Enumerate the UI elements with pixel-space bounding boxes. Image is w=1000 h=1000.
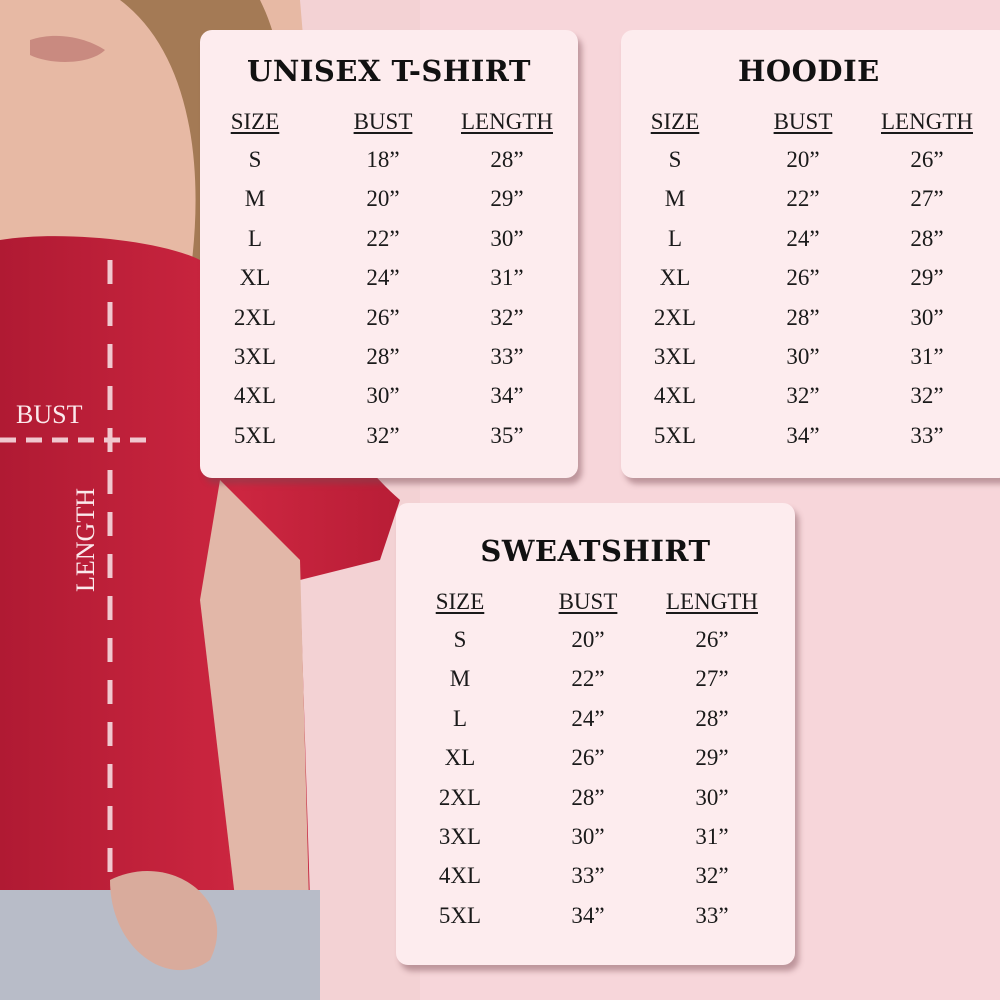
bust-cell: 34”: [786, 422, 820, 448]
column-header: LENGTH: [881, 109, 973, 134]
size-cell: 5XL: [653, 422, 697, 448]
size-cell: 3XL: [653, 344, 697, 369]
size-cell: 4XL: [438, 863, 482, 889]
length-cell: 32”: [490, 304, 524, 330]
length-cell: 33”: [695, 902, 729, 928]
chart-title: UNISEX T-SHIRT: [247, 54, 531, 88]
length-cell: 26”: [910, 147, 944, 172]
bust-cell: 26”: [571, 745, 605, 771]
length-cell: 30”: [695, 784, 729, 810]
size-cell: S: [668, 147, 682, 172]
length-cell: 27”: [910, 186, 944, 212]
size-cell: L: [667, 225, 683, 251]
length-cell: 29”: [490, 186, 524, 212]
column-header: SIZE: [230, 109, 280, 134]
size-cell: S: [453, 627, 467, 652]
size-cell: 2XL: [653, 304, 697, 330]
bust-cell: 18”: [366, 147, 400, 172]
length-cell: 34”: [490, 383, 524, 409]
size-cell: 4XL: [653, 383, 697, 409]
length-cell: 29”: [910, 265, 944, 291]
bust-cell: 28”: [786, 304, 820, 330]
size-cell: M: [244, 186, 266, 212]
bust-cell: 30”: [786, 344, 820, 369]
bust-cell: 24”: [571, 705, 605, 731]
column-header: BUST: [558, 589, 618, 614]
length-cell: 35”: [490, 422, 524, 448]
length-cell: 32”: [910, 383, 944, 409]
bust-cell: 30”: [571, 824, 605, 849]
length-cell: 29”: [695, 745, 729, 771]
length-cell: 32”: [695, 863, 729, 889]
column-header: BUST: [353, 109, 413, 134]
length-cell: 28”: [695, 705, 729, 731]
bust-cell: 22”: [366, 225, 400, 251]
size-cell: S: [248, 147, 262, 172]
size-cell: 3XL: [438, 824, 482, 849]
size-cell: 5XL: [438, 902, 482, 928]
bust-cell: 30”: [366, 383, 400, 409]
bust-cell: 32”: [786, 383, 820, 409]
length-cell: 31”: [490, 265, 524, 291]
bust-cell: 22”: [786, 186, 820, 212]
column-header: SIZE: [650, 109, 700, 134]
bust-cell: 28”: [366, 344, 400, 369]
size-cell: M: [449, 666, 471, 692]
size-cell: 4XL: [233, 383, 277, 409]
length-cell: 26”: [695, 627, 729, 652]
size-cell: L: [247, 225, 263, 251]
size-cell: 2XL: [438, 784, 482, 810]
size-cell: XL: [444, 745, 476, 771]
bust-cell: 26”: [786, 265, 820, 291]
tshirt-size-chart: UNISEX T-SHIRT SIZE BUST LENGTH S 18” 28” M 20” 2…: [200, 30, 578, 478]
length-cell: 28”: [490, 147, 524, 172]
length-label: LENGTH: [71, 488, 100, 592]
size-cell: XL: [659, 265, 691, 291]
bust-label: BUST: [16, 400, 83, 429]
bust-cell: 24”: [786, 225, 820, 251]
length-cell: 33”: [910, 422, 944, 448]
column-header: SIZE: [435, 589, 485, 614]
length-cell: 33”: [490, 344, 524, 369]
length-cell: 31”: [695, 824, 729, 849]
hoodie-size-chart: HOODIE SIZE BUST LENGTH S 20” 26” M 22” 27” L 24” 28…: [621, 30, 1000, 478]
bust-cell: 34”: [571, 902, 605, 928]
size-cell: 5XL: [233, 422, 277, 448]
bust-cell: 20”: [571, 627, 605, 652]
size-cell: M: [664, 186, 686, 212]
column-header: LENGTH: [666, 589, 758, 614]
bust-cell: 24”: [366, 265, 400, 291]
size-cell: 3XL: [233, 344, 277, 369]
bust-cell: 28”: [571, 784, 605, 810]
column-header: LENGTH: [461, 109, 553, 134]
bust-cell: 20”: [366, 186, 400, 212]
length-cell: 30”: [490, 225, 524, 251]
size-cell: L: [452, 705, 468, 731]
length-cell: 27”: [695, 666, 729, 692]
chart-title: SWEATSHIRT: [480, 534, 711, 568]
sweatshirt-size-chart: SWEATSHIRT SIZE BUST LENGTH S 20” 26” M 22” 27” L 2…: [396, 503, 795, 965]
bust-cell: 32”: [366, 422, 400, 448]
bust-cell: 26”: [366, 304, 400, 330]
length-cell: 30”: [910, 304, 944, 330]
bust-cell: 22”: [571, 666, 605, 692]
length-cell: 31”: [910, 344, 944, 369]
bust-cell: 33”: [571, 863, 605, 889]
chart-title: HOODIE: [738, 54, 880, 88]
column-header: BUST: [773, 109, 833, 134]
bust-cell: 20”: [786, 147, 820, 172]
size-cell: 2XL: [233, 304, 277, 330]
size-cell: XL: [239, 265, 271, 291]
length-cell: 28”: [910, 225, 944, 251]
